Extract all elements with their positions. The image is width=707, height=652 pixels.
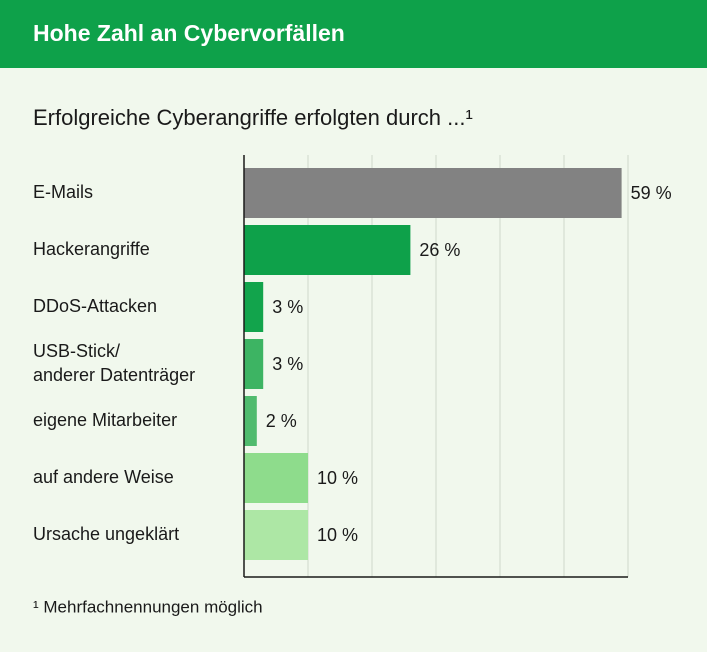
bar (244, 339, 264, 389)
y-tick-label: Ursache ungeklärt (33, 524, 179, 544)
value-label: 26 % (419, 240, 460, 260)
y-tick-label: USB-Stick/anderer Datenträger (33, 341, 195, 385)
value-label: 2 % (266, 411, 297, 431)
bar (244, 225, 411, 275)
y-tick-label: DDoS-Attacken (33, 296, 157, 316)
bar (244, 282, 264, 332)
value-label: 3 % (272, 297, 303, 317)
value-label: 10 % (317, 468, 358, 488)
bar (244, 396, 257, 446)
value-label: 59 % (631, 183, 672, 203)
header-band (0, 0, 707, 68)
y-tick-label: eigene Mitarbeiter (33, 410, 177, 430)
bar (244, 168, 622, 218)
chart-subtitle: Erfolgreiche Cyberangriffe erfolgten dur… (33, 105, 473, 130)
footnote: ¹ Mehrfachnennungen möglich (33, 597, 263, 616)
bar (244, 510, 308, 560)
y-tick-label: auf andere Weise (33, 467, 174, 487)
value-label: 10 % (317, 525, 358, 545)
y-tick-label: Hackerangriffe (33, 239, 150, 259)
chart-title: Hohe Zahl an Cybervorfällen (33, 20, 345, 46)
bar (244, 453, 308, 503)
y-tick-label: E-Mails (33, 182, 93, 202)
value-label: 3 % (272, 354, 303, 374)
